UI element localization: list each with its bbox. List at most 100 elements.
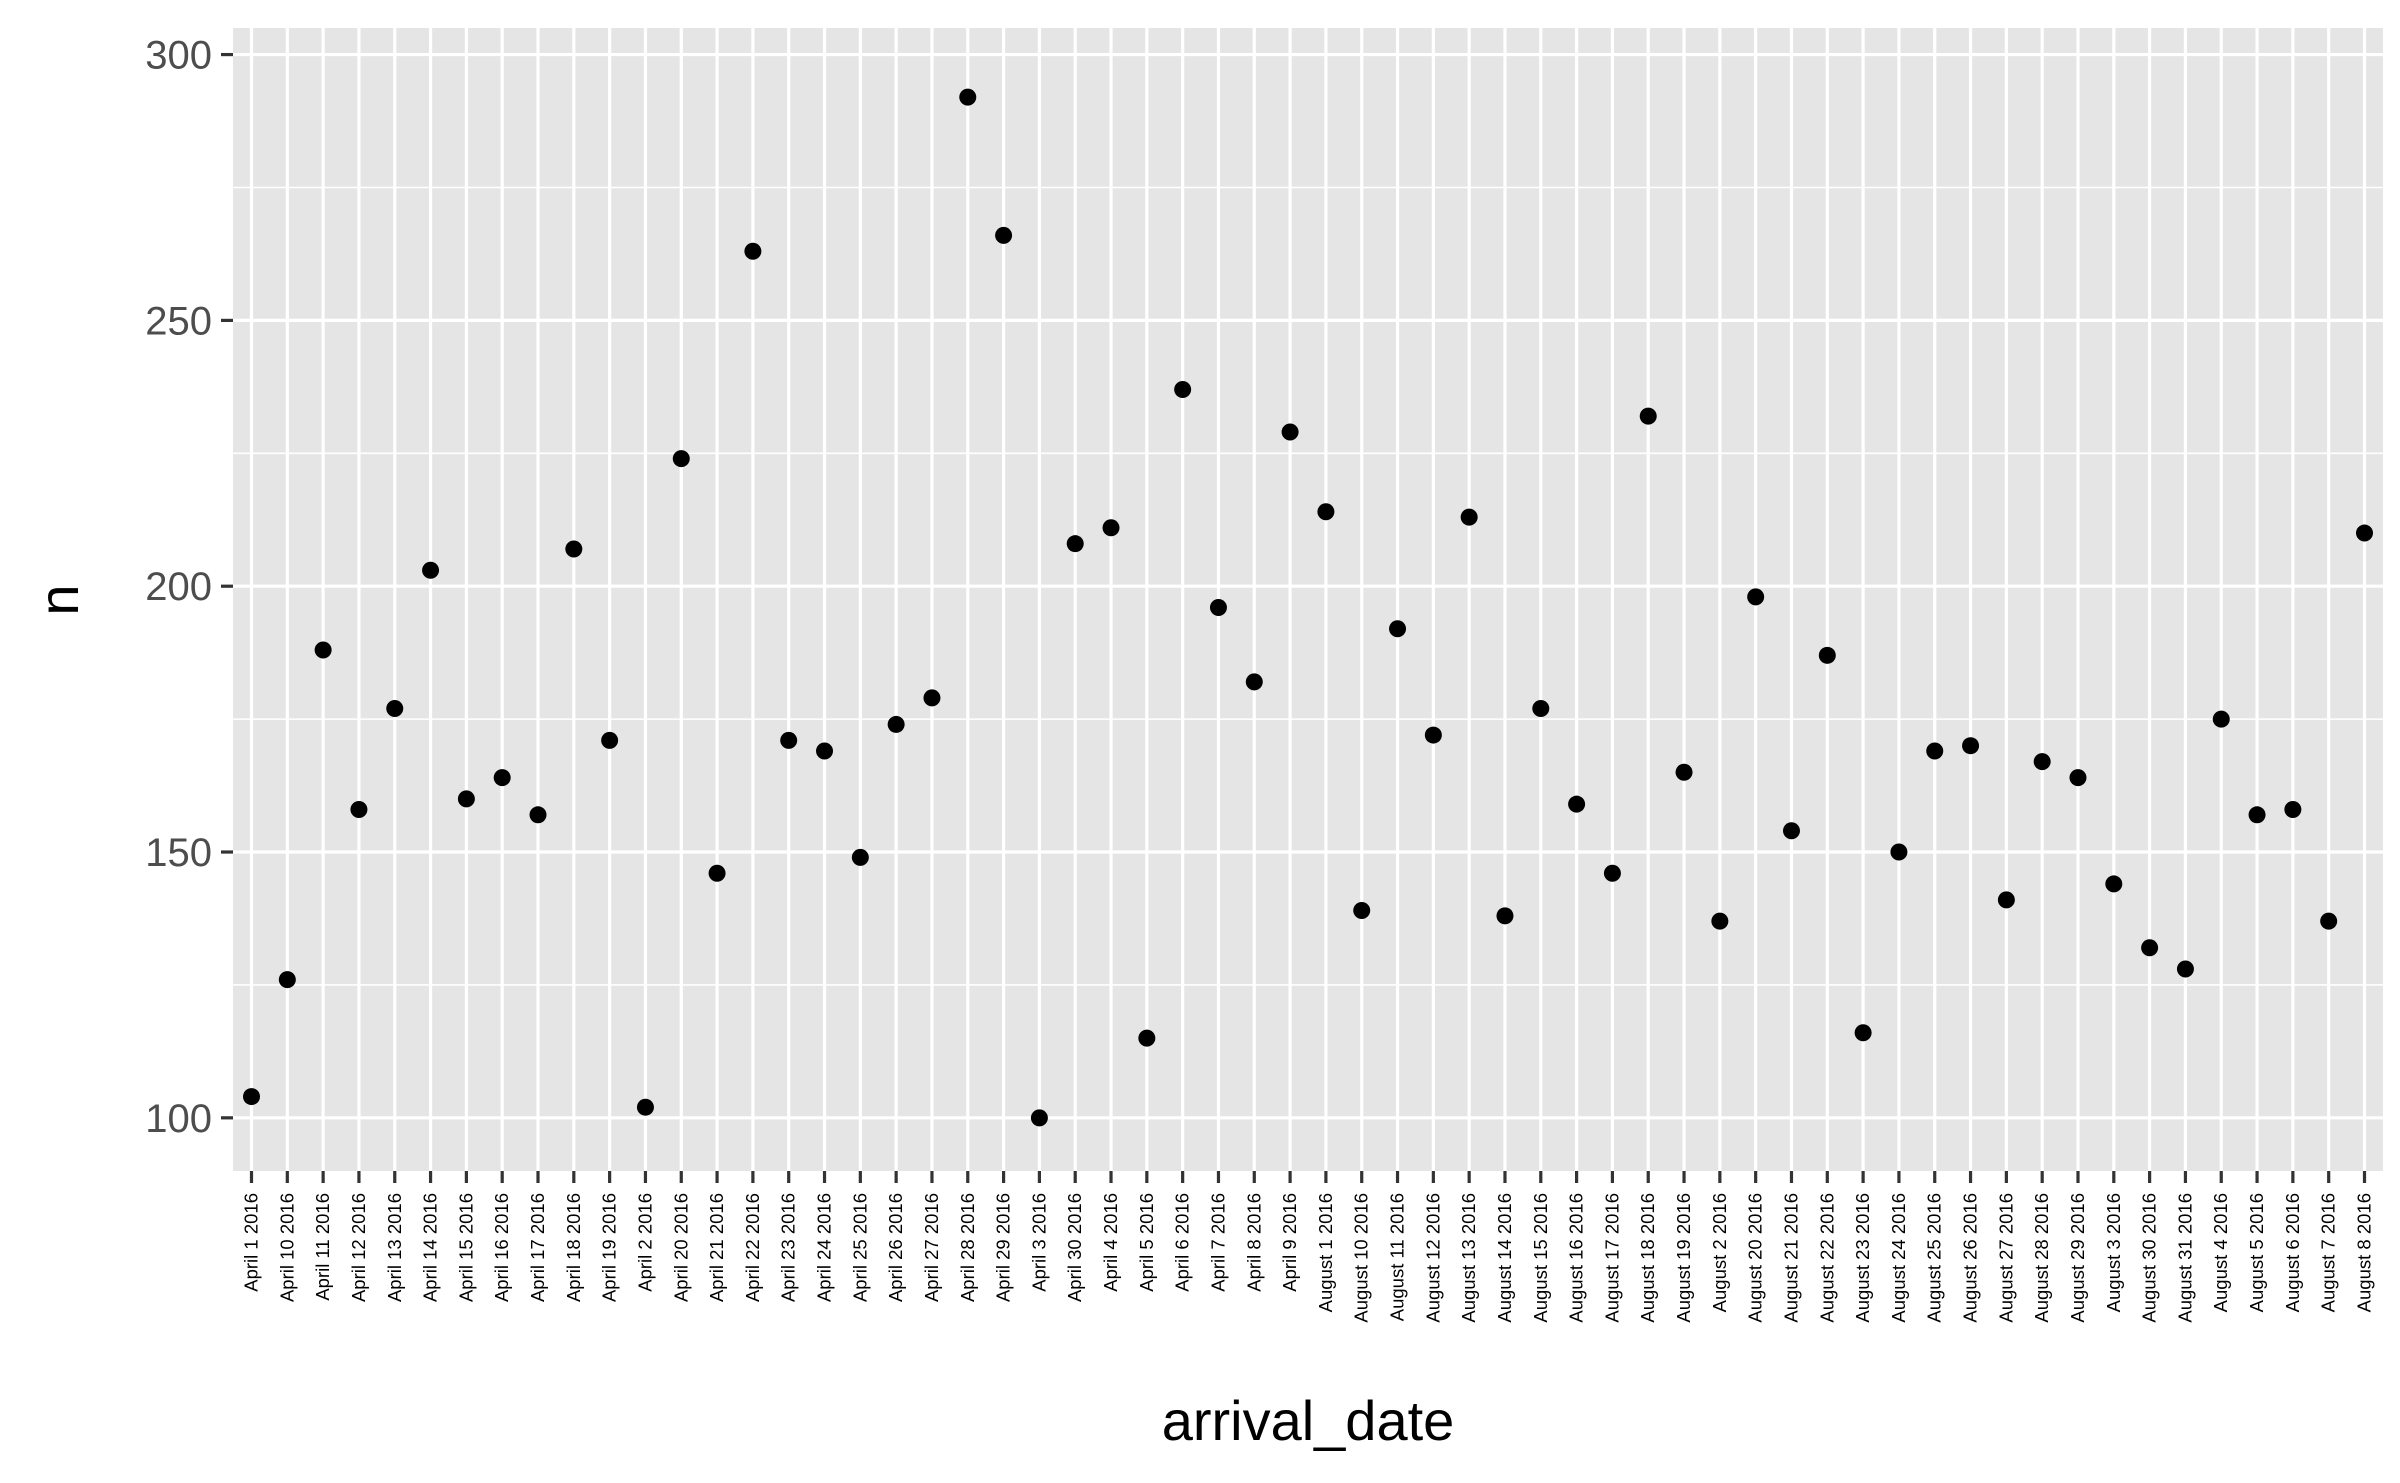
x-tick-label: August 30 2016 bbox=[2139, 1193, 2160, 1323]
x-tick-label: August 16 2016 bbox=[1566, 1193, 1587, 1323]
x-tick-label: August 14 2016 bbox=[1494, 1193, 1515, 1323]
data-point bbox=[636, 1098, 654, 1116]
major-gridlines bbox=[233, 28, 2383, 1171]
data-point bbox=[493, 769, 511, 787]
x-tick-label: August 20 2016 bbox=[1745, 1193, 1766, 1323]
data-point bbox=[1102, 519, 1120, 537]
data-point bbox=[1209, 598, 1227, 616]
data-point bbox=[1890, 843, 1908, 861]
x-tick-label: April 14 2016 bbox=[420, 1193, 441, 1302]
x-tick-label: April 5 2016 bbox=[1136, 1193, 1157, 1292]
x-tick-label: August 23 2016 bbox=[1852, 1193, 1873, 1323]
data-point bbox=[1030, 1109, 1048, 1127]
x-tick-label: August 4 2016 bbox=[2210, 1193, 2231, 1312]
x-tick-label: April 21 2016 bbox=[706, 1193, 727, 1302]
x-tick-label: August 21 2016 bbox=[1780, 1193, 1801, 1323]
data-point bbox=[1711, 912, 1729, 930]
data-point bbox=[1138, 1029, 1156, 1047]
y-tick-label: 200 bbox=[145, 565, 212, 609]
data-point bbox=[995, 226, 1013, 244]
x-axis-title: arrival_date bbox=[1162, 1389, 1455, 1452]
data-point bbox=[1281, 423, 1299, 441]
data-point bbox=[1532, 699, 1550, 717]
x-tick-label: August 26 2016 bbox=[1960, 1193, 1981, 1323]
data-point bbox=[959, 88, 977, 106]
data-point bbox=[350, 800, 368, 818]
x-tick-label: August 17 2016 bbox=[1601, 1193, 1622, 1323]
x-tick-label: April 7 2016 bbox=[1207, 1193, 1228, 1292]
data-point bbox=[1675, 763, 1693, 781]
data-point bbox=[1353, 902, 1371, 920]
x-tick-label: August 29 2016 bbox=[2067, 1193, 2088, 1323]
x-tick-label: August 11 2016 bbox=[1387, 1193, 1408, 1321]
data-point bbox=[2320, 912, 2338, 930]
x-tick-label: April 12 2016 bbox=[348, 1193, 369, 1302]
y-axis: 100 150 200 250 300 bbox=[145, 34, 233, 1141]
x-tick-label: August 10 2016 bbox=[1351, 1193, 1372, 1323]
data-point bbox=[386, 699, 404, 717]
data-point bbox=[780, 731, 798, 749]
data-point bbox=[1782, 822, 1800, 840]
x-tick-label: April 17 2016 bbox=[527, 1193, 548, 1302]
x-tick-label: April 11 2016 bbox=[312, 1193, 333, 1301]
data-point bbox=[278, 971, 296, 989]
x-axis: April 1 2016 April 10 2016 April 11 2016 Ap… bbox=[241, 1171, 2375, 1323]
data-point bbox=[2069, 769, 2087, 787]
x-tick-label: August 1 2016 bbox=[1315, 1193, 1336, 1312]
x-tick-label: August 5 2016 bbox=[2246, 1193, 2267, 1312]
x-tick-label: April 3 2016 bbox=[1028, 1193, 1049, 1292]
data-point bbox=[457, 790, 475, 808]
data-point bbox=[314, 641, 332, 659]
data-points bbox=[243, 88, 2373, 1127]
x-tick-label: April 28 2016 bbox=[957, 1193, 978, 1302]
x-tick-label: April 16 2016 bbox=[491, 1193, 512, 1302]
y-tick-label: 100 bbox=[145, 1097, 212, 1141]
data-point bbox=[744, 242, 762, 260]
data-point bbox=[1424, 726, 1442, 744]
data-point bbox=[887, 715, 905, 733]
x-tick-label: August 31 2016 bbox=[2174, 1193, 2195, 1323]
data-point bbox=[1066, 535, 1084, 553]
x-tick-label: April 24 2016 bbox=[814, 1193, 835, 1302]
x-tick-label: August 19 2016 bbox=[1673, 1193, 1694, 1323]
x-tick-label: April 27 2016 bbox=[921, 1193, 942, 1302]
x-tick-label: August 24 2016 bbox=[1888, 1193, 1909, 1323]
x-tick-label: August 28 2016 bbox=[2031, 1193, 2052, 1323]
data-point bbox=[816, 742, 834, 760]
data-point bbox=[1496, 907, 1514, 925]
x-tick-label: April 10 2016 bbox=[276, 1193, 297, 1302]
data-point bbox=[1603, 864, 1621, 882]
data-point bbox=[923, 689, 941, 707]
x-tick-label: August 2 2016 bbox=[1709, 1193, 1730, 1312]
data-point bbox=[1460, 508, 1478, 526]
data-point bbox=[1389, 620, 1407, 638]
x-tick-label: April 4 2016 bbox=[1100, 1193, 1121, 1292]
data-point bbox=[1818, 646, 1836, 664]
x-tick-label: August 6 2016 bbox=[2282, 1193, 2303, 1312]
data-point bbox=[2284, 800, 2302, 818]
data-point bbox=[1174, 381, 1192, 399]
x-tick-label: April 15 2016 bbox=[455, 1193, 476, 1302]
x-tick-label: April 20 2016 bbox=[670, 1193, 691, 1302]
data-point bbox=[708, 864, 726, 882]
x-tick-label: April 9 2016 bbox=[1279, 1193, 1300, 1292]
data-point bbox=[243, 1088, 260, 1106]
x-tick-label: August 12 2016 bbox=[1422, 1193, 1443, 1323]
x-tick-label: April 26 2016 bbox=[885, 1193, 906, 1302]
x-tick-label: April 8 2016 bbox=[1243, 1193, 1264, 1292]
y-tick-label: 300 bbox=[145, 34, 212, 78]
data-point bbox=[1639, 407, 1657, 425]
x-tick-label: April 29 2016 bbox=[993, 1193, 1014, 1302]
x-tick-label: August 8 2016 bbox=[2354, 1193, 2375, 1312]
y-tick-label: 250 bbox=[145, 299, 212, 343]
minor-gridlines bbox=[233, 186, 2383, 986]
y-tick-label: 150 bbox=[145, 831, 212, 875]
data-point bbox=[529, 806, 547, 824]
x-tick-label: April 13 2016 bbox=[384, 1193, 405, 1302]
x-tick-label: April 25 2016 bbox=[849, 1193, 870, 1302]
data-point bbox=[1926, 742, 1944, 760]
data-point bbox=[1568, 795, 1586, 813]
x-tick-label: August 7 2016 bbox=[2318, 1193, 2339, 1312]
x-tick-label: April 23 2016 bbox=[778, 1193, 799, 1302]
data-point bbox=[2105, 875, 2123, 893]
